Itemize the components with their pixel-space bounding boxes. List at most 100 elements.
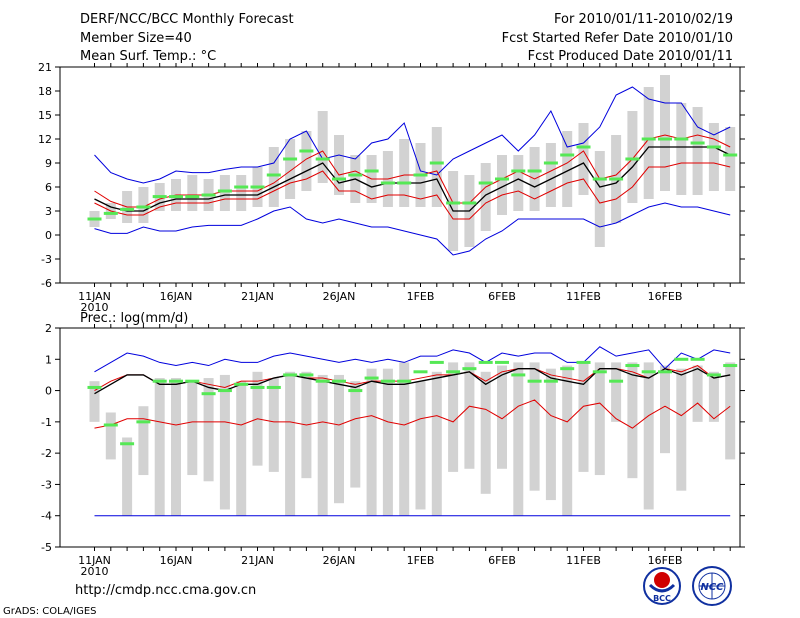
panel2-spread-box <box>219 374 230 510</box>
panel1-spread-box <box>725 127 736 191</box>
panel2-spread-box <box>285 371 296 516</box>
panel2-spread-box <box>627 362 638 479</box>
panel2-observed-mark <box>87 385 102 389</box>
panel2-spread-box <box>611 362 622 422</box>
panel1-y-tick-label: 0 <box>45 229 52 242</box>
panel1-observed-mark <box>543 161 558 165</box>
source-url[interactable]: http://cmdp.ncc.cma.gov.cn <box>75 583 257 598</box>
panel1-spread-box <box>660 75 670 191</box>
panel1-spread-box <box>219 175 230 211</box>
panel1-observed-mark <box>625 157 640 161</box>
panel2-spread-box <box>89 381 100 422</box>
panel1-observed-mark <box>429 161 444 165</box>
panel1-spread-box <box>268 147 279 207</box>
panel1-observed-mark <box>364 169 379 173</box>
panel2-observed-mark <box>592 370 607 374</box>
panel1-x-tick-label: 26JAN <box>323 290 356 303</box>
panel2-observed-mark <box>413 370 428 374</box>
panel1-y-tick-label: 6 <box>45 181 52 194</box>
panel2-x-tick-label: 11FEB <box>566 554 601 567</box>
panel1-x-tick-label: 16JAN <box>160 290 193 303</box>
logos: BCC NCC <box>640 565 740 611</box>
panel2-y-tick-label: 1 <box>45 353 52 366</box>
panel2-spread-box <box>415 381 426 510</box>
panel1-observed-mark <box>723 153 738 157</box>
panel2-spread-box <box>464 362 475 469</box>
panel1-spread-box <box>497 155 507 215</box>
panel2-spread-box <box>366 368 377 516</box>
panel2-spread-box <box>594 362 605 476</box>
panel1-spread-box <box>187 175 198 211</box>
panel2-spread-box <box>676 368 687 491</box>
panel2-series-upper <box>94 364 731 392</box>
panel1-y-tick-label: 15 <box>38 109 52 122</box>
panel1-spread-box <box>431 127 442 207</box>
panel1-series-min <box>94 202 731 256</box>
panel1-x-tick-label: 16FEB <box>648 290 683 303</box>
panel1-spread-box <box>399 139 410 207</box>
panel2-observed-mark <box>543 379 558 383</box>
panel2-observed-mark <box>462 367 477 371</box>
variable-label: Mean Surf. Temp.: °C <box>80 49 217 64</box>
member-size-label: Member Size=40 <box>80 31 192 46</box>
panel1-observed-mark <box>348 173 363 177</box>
panel2-observed-mark <box>706 373 721 377</box>
panel2-spread-box <box>643 362 654 510</box>
panel1-spread-box <box>480 163 491 231</box>
panel1-observed-mark <box>446 201 461 205</box>
panel2-plot-frame <box>59 327 741 548</box>
panel1-observed-mark <box>250 185 265 189</box>
panel1-observed-mark <box>103 211 118 215</box>
panel1-spread-box <box>643 87 654 199</box>
panel2-y-tick-label: -4 <box>41 510 52 523</box>
panel2-observed-mark <box>429 360 444 364</box>
panel1-observed-mark <box>87 217 102 221</box>
panel1-series-mean <box>94 146 731 212</box>
panel2-observed-mark <box>446 370 461 374</box>
panel2-observed-mark <box>690 357 705 361</box>
panel2-spread-box <box>529 362 540 491</box>
panel2-y-tick-label: -1 <box>41 416 52 429</box>
panel1-observed-mark <box>527 169 542 173</box>
panel1-spread-box <box>334 135 344 195</box>
panel1-observed-mark <box>120 207 135 211</box>
panel1-observed-mark <box>592 177 607 181</box>
panel1-observed-mark <box>152 195 167 199</box>
panel1-x-tick-label: 11JAN <box>78 290 111 303</box>
panel2-observed-mark <box>266 385 281 389</box>
panel1-observed-mark <box>641 137 656 141</box>
ncc-logo-icon: NCC <box>692 566 732 606</box>
panel1-spread-box <box>138 187 149 223</box>
panel1-spread-box <box>285 139 296 199</box>
panel1-y-tick-label: 12 <box>38 133 52 146</box>
panel2-spread-box <box>203 378 214 482</box>
panel2-observed-mark <box>234 382 249 386</box>
panel2-spread-box <box>545 368 556 501</box>
panel2-spread-box <box>513 362 524 516</box>
panel2-x-tick-label: 26JAN <box>323 554 356 567</box>
panel1-spread-box <box>545 143 556 207</box>
panel2-observed-mark <box>511 373 526 377</box>
panel2-observed-mark <box>136 420 151 424</box>
produced-date-label: Fcst Produced Date 2010/01/11 <box>527 49 733 64</box>
panel2-observed-mark <box>380 379 395 383</box>
panel1-observed-mark <box>576 145 591 149</box>
panel2-observed-mark <box>201 392 216 396</box>
panel1-observed-mark <box>495 177 509 181</box>
panel2-y-tick-label: -5 <box>41 541 52 554</box>
panel1-observed-mark <box>413 173 428 177</box>
panel2-x-tick-label: 11JAN <box>78 554 111 567</box>
panel2-spread-box <box>660 365 670 454</box>
panel2-x-tick-label: 16JAN <box>160 554 193 567</box>
panel1-series-max <box>94 86 731 184</box>
bcc-logo-icon: BCC <box>643 567 681 605</box>
panel1-observed-mark <box>658 137 672 141</box>
panel1-observed-mark <box>706 145 721 149</box>
bcc-logo-text: BCC <box>653 594 671 603</box>
panel1-spread-box <box>562 131 573 207</box>
panel2-spread-box <box>187 381 198 476</box>
panel1-spread-box <box>301 131 312 191</box>
panel2-spread-box <box>448 362 459 472</box>
panel1-observed-mark <box>315 157 330 161</box>
panel1-x-tick-label: 6FEB <box>488 290 516 303</box>
